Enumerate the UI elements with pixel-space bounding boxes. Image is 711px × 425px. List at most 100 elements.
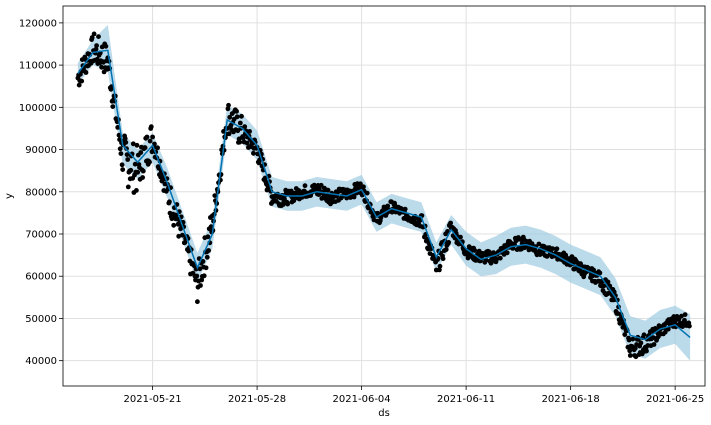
observed-point	[364, 190, 370, 196]
y-tick-label: 40000	[25, 356, 57, 367]
x-axis-ticks: 2021-05-21 2021-05-28 2021-06-04 2021-06-11…	[124, 386, 704, 405]
x-tick-label: 2021-06-25	[646, 394, 704, 405]
observed-point	[197, 266, 203, 272]
observed-point	[99, 64, 104, 70]
observed-point	[203, 265, 209, 271]
observed-point	[344, 195, 350, 201]
y-axis-ticks: 40000 50000 60000 70000 80000 90000 100000 1100…	[19, 18, 63, 367]
observed-point	[117, 146, 123, 152]
observed-point	[182, 240, 188, 245]
observed-point	[241, 135, 246, 141]
observed-point	[198, 283, 203, 288]
observed-point	[138, 150, 144, 155]
observed-point	[119, 162, 125, 168]
uncertainty-band	[77, 25, 691, 361]
observed-point	[134, 188, 139, 193]
observed-point	[128, 167, 134, 173]
observed-point	[91, 31, 97, 37]
observed-point	[682, 312, 688, 317]
observed-point	[679, 313, 684, 319]
observed-point	[212, 193, 218, 199]
observed-point	[79, 78, 85, 84]
observed-point	[125, 157, 131, 162]
x-tick-label: 2021-06-18	[542, 394, 600, 405]
observed-point	[199, 277, 205, 283]
observed-point	[237, 120, 243, 126]
observed-point	[83, 70, 89, 75]
observed-point	[448, 220, 453, 226]
observed-point	[227, 114, 233, 120]
observed-point	[147, 159, 152, 165]
observed-point	[632, 345, 638, 351]
observed-point	[440, 256, 446, 262]
observed-point	[201, 273, 207, 279]
observed-point	[124, 152, 130, 158]
observed-point	[123, 140, 129, 145]
observed-point	[130, 141, 136, 147]
observed-point	[550, 246, 555, 252]
observed-point	[638, 340, 644, 346]
observed-point	[641, 332, 647, 338]
observed-point	[144, 134, 150, 140]
observed-point	[437, 263, 443, 269]
observed-point	[318, 182, 324, 188]
observed-point	[472, 248, 478, 253]
x-tick-label: 2021-06-11	[437, 394, 495, 405]
observed-point	[142, 145, 148, 151]
observed-point	[437, 267, 442, 273]
observed-point	[96, 34, 101, 39]
observed-point	[237, 139, 243, 145]
observed-point	[155, 145, 161, 151]
observed-point	[282, 196, 287, 202]
plot-frame	[62, 5, 706, 387]
observed-point	[148, 124, 154, 130]
observed-point	[195, 299, 200, 305]
observed-point	[687, 323, 692, 329]
observed-point	[171, 222, 177, 228]
forecast-line-path	[77, 49, 691, 341]
observed-point	[591, 267, 596, 273]
x-tick-label: 2021-05-28	[228, 394, 286, 405]
observed-point	[76, 82, 82, 88]
y-tick-label: 120000	[19, 18, 57, 29]
observed-point	[118, 151, 124, 157]
observed-point	[536, 241, 542, 247]
observed-point	[262, 175, 268, 181]
x-tick-label: 2021-06-04	[333, 394, 391, 405]
observed-point	[94, 56, 100, 62]
observed-point	[226, 131, 232, 137]
observed-point	[445, 229, 450, 234]
y-tick-label: 90000	[25, 145, 57, 156]
observed-point	[167, 199, 172, 205]
observed-point	[651, 335, 656, 340]
observed-point	[361, 184, 366, 190]
observed-point	[627, 353, 633, 358]
x-tick-label: 2021-05-21	[124, 394, 182, 405]
observed-point	[627, 348, 633, 354]
y-tick-label: 70000	[25, 230, 57, 241]
observed-point	[285, 201, 290, 207]
observed-point	[122, 136, 128, 141]
observed-point	[605, 279, 611, 285]
observed-point	[325, 187, 331, 193]
observed-point	[239, 113, 244, 119]
forecast-line	[77, 49, 691, 341]
observed-point	[446, 240, 452, 245]
y-tick-label: 80000	[25, 187, 57, 198]
observed-point	[630, 336, 636, 342]
observed-point	[554, 246, 560, 252]
observed-point	[93, 46, 99, 52]
observed-point	[134, 142, 140, 148]
observed-point	[200, 259, 206, 264]
y-tick-label: 100000	[19, 103, 57, 114]
observed-point	[180, 232, 185, 238]
observed-point	[135, 169, 141, 175]
observed-point	[488, 260, 494, 266]
y-tick-label: 50000	[25, 314, 57, 325]
observed-point	[644, 348, 649, 354]
observed-point	[247, 129, 253, 134]
observed-point	[296, 188, 302, 193]
observed-point	[147, 138, 153, 144]
